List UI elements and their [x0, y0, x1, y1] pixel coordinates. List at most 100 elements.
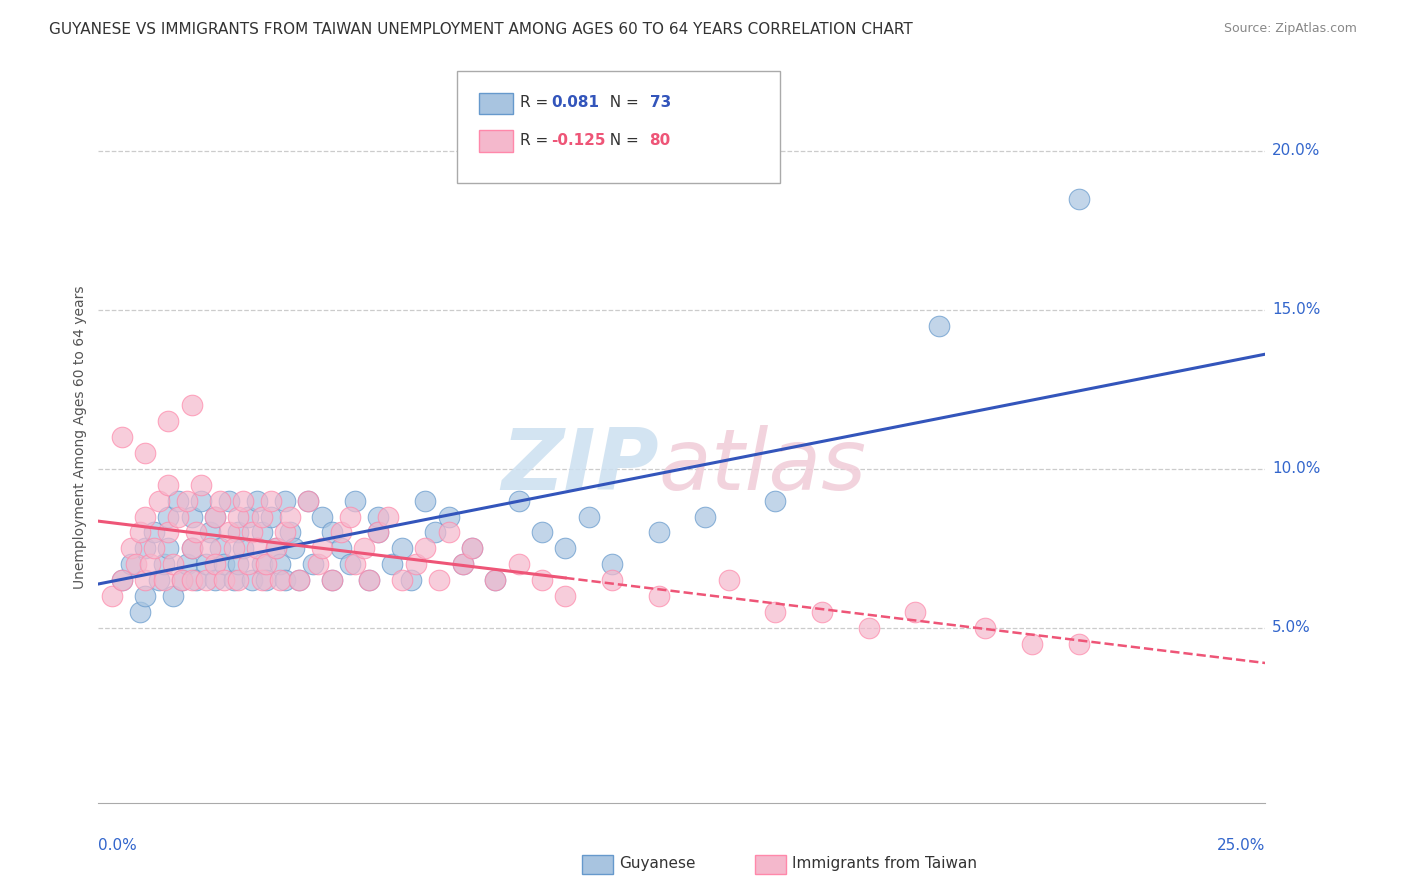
Point — [180, 541, 202, 556]
Text: GUYANESE VS IMMIGRANTS FROM TAIWAN UNEMPLOYMENT AMONG AGES 60 TO 64 YEARS CORREL: GUYANESE VS IMMIGRANTS FROM TAIWAN UNEMP… — [49, 22, 912, 37]
Text: 15.0%: 15.0% — [1272, 302, 1320, 318]
Point — [391, 573, 413, 587]
Point — [228, 573, 250, 587]
Point — [321, 525, 343, 540]
Point — [278, 509, 301, 524]
Point — [148, 573, 170, 587]
Point — [260, 493, 283, 508]
Point — [250, 558, 273, 572]
Point — [162, 589, 184, 603]
Point — [530, 573, 553, 587]
Point — [321, 573, 343, 587]
Point — [353, 541, 375, 556]
Text: atlas: atlas — [658, 425, 866, 508]
Point — [858, 621, 880, 635]
Point — [647, 589, 669, 603]
Point — [111, 573, 134, 587]
Point — [377, 509, 399, 524]
Point — [427, 573, 450, 587]
Point — [423, 525, 446, 540]
Point — [260, 509, 283, 524]
Point — [311, 509, 333, 524]
Point — [811, 605, 834, 619]
Point — [134, 509, 156, 524]
Point — [186, 573, 208, 587]
Point — [190, 493, 212, 508]
Point — [157, 525, 180, 540]
Point — [1067, 637, 1090, 651]
Point — [232, 541, 254, 556]
Point — [339, 509, 361, 524]
Point — [134, 589, 156, 603]
Point — [194, 558, 217, 572]
Point — [274, 525, 297, 540]
Point — [186, 525, 208, 540]
Point — [339, 558, 361, 572]
Point — [451, 558, 474, 572]
Point — [129, 605, 152, 619]
Point — [1021, 637, 1043, 651]
Point — [269, 573, 291, 587]
Point — [157, 477, 180, 491]
Text: 25.0%: 25.0% — [1218, 838, 1265, 853]
Point — [484, 573, 506, 587]
Point — [1067, 192, 1090, 206]
Text: 73: 73 — [650, 95, 671, 110]
Text: N =: N = — [600, 133, 644, 147]
Point — [578, 509, 600, 524]
Point — [228, 558, 250, 572]
Point — [250, 525, 273, 540]
Point — [283, 541, 305, 556]
Point — [288, 573, 311, 587]
Point — [508, 558, 530, 572]
Point — [208, 541, 231, 556]
Point — [218, 525, 240, 540]
Point — [367, 525, 389, 540]
Point — [250, 509, 273, 524]
Point — [152, 573, 174, 587]
Point — [222, 573, 245, 587]
Text: 20.0%: 20.0% — [1272, 144, 1320, 159]
Point — [134, 446, 156, 460]
Text: 5.0%: 5.0% — [1272, 621, 1310, 635]
Point — [246, 541, 269, 556]
Point — [157, 414, 180, 428]
Point — [162, 558, 184, 572]
Point — [344, 558, 367, 572]
Point — [307, 558, 329, 572]
Point — [274, 573, 297, 587]
Point — [297, 493, 319, 508]
Text: R =: R = — [520, 95, 554, 110]
Point — [143, 541, 166, 556]
Point — [413, 493, 436, 508]
Point — [172, 573, 194, 587]
Point — [120, 558, 142, 572]
Point — [405, 558, 427, 572]
Point — [172, 573, 194, 587]
Point — [554, 541, 576, 556]
Point — [157, 509, 180, 524]
Point — [600, 573, 623, 587]
Point — [214, 573, 236, 587]
Point — [974, 621, 997, 635]
Point — [246, 493, 269, 508]
Point — [264, 541, 287, 556]
Point — [139, 558, 162, 572]
Point — [381, 558, 404, 572]
Point — [256, 558, 278, 572]
Point — [180, 573, 202, 587]
Point — [250, 573, 273, 587]
Point — [297, 493, 319, 508]
Point — [148, 493, 170, 508]
Point — [359, 573, 381, 587]
Point — [111, 573, 134, 587]
Point — [367, 509, 389, 524]
Point — [200, 541, 222, 556]
Text: 0.0%: 0.0% — [98, 838, 138, 853]
Point — [204, 509, 226, 524]
Y-axis label: Unemployment Among Ages 60 to 64 years: Unemployment Among Ages 60 to 64 years — [73, 285, 87, 589]
Point — [228, 525, 250, 540]
Point — [288, 573, 311, 587]
Point — [180, 509, 202, 524]
Text: 80: 80 — [650, 133, 671, 147]
